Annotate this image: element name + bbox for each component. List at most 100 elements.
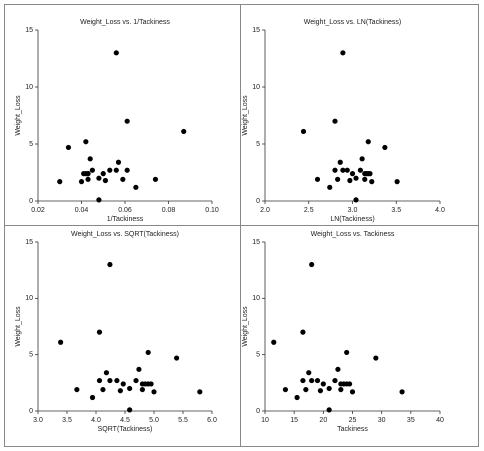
y-tick-label: 15 — [252, 27, 260, 34]
point — [282, 386, 289, 393]
point — [96, 329, 103, 335]
chart-title: Weight_Loss vs. Tackiness — [311, 231, 395, 238]
point — [89, 167, 95, 173]
point — [127, 385, 133, 392]
x-tick-label: 2.0 — [260, 207, 270, 214]
x-tick-label: 0.08 — [162, 207, 176, 214]
point — [139, 386, 145, 393]
point — [300, 377, 306, 384]
point — [74, 386, 80, 393]
point — [136, 366, 142, 372]
y-tick-label: 0 — [29, 408, 33, 415]
x-axis-label: LN(Tackiness) — [330, 216, 374, 223]
point — [294, 394, 300, 401]
y-tick-label: 5 — [256, 352, 260, 359]
point — [340, 50, 346, 56]
point — [394, 179, 400, 185]
point — [332, 118, 338, 124]
point — [78, 179, 85, 185]
point — [115, 159, 122, 165]
point — [271, 339, 277, 345]
point — [133, 377, 139, 384]
point — [120, 176, 126, 182]
point — [314, 176, 321, 182]
x-tick-label: 3.5 — [62, 417, 72, 424]
point — [102, 177, 109, 184]
point — [174, 355, 180, 361]
x-tick-label: 20 — [319, 417, 327, 424]
point — [57, 179, 63, 185]
point — [58, 339, 64, 345]
point — [83, 139, 89, 145]
point — [85, 176, 91, 182]
x-tick-label: 0.06 — [118, 207, 132, 214]
point — [113, 50, 119, 56]
point — [306, 370, 312, 376]
point — [365, 139, 371, 145]
x-tick-label: 0.02 — [31, 207, 45, 214]
point — [181, 128, 187, 135]
y-tick-label: 10 — [25, 295, 33, 302]
point — [399, 389, 405, 395]
x-tick-label: 3.0 — [348, 207, 358, 214]
y-tick-label: 0 — [29, 198, 33, 205]
x-axis-label: 1/Tackiness — [107, 216, 144, 223]
point — [96, 377, 103, 384]
point — [107, 261, 113, 268]
point — [353, 175, 359, 181]
x-tick-label: 4.5 — [120, 417, 130, 424]
point — [327, 184, 333, 190]
x-tick-label: 6.0 — [207, 417, 217, 424]
point — [113, 167, 119, 173]
point — [133, 184, 139, 190]
y-tick-label: 5 — [29, 352, 33, 359]
point — [65, 144, 72, 151]
point — [303, 386, 309, 393]
x-tick-label: 2.5 — [304, 207, 314, 214]
point — [127, 407, 133, 413]
point — [353, 197, 359, 203]
y-tick-label: 10 — [252, 295, 260, 302]
x-tick-label: 3.5 — [391, 207, 401, 214]
point — [344, 349, 350, 356]
x-tick-label: 40 — [436, 417, 444, 424]
x-axis-label: SQRT(Tackiness) — [98, 426, 153, 433]
y-tick-label: 10 — [25, 84, 33, 91]
point — [89, 394, 96, 401]
x-tick-label: 35 — [407, 417, 415, 424]
y-tick-label: 15 — [25, 239, 33, 246]
point — [114, 377, 120, 384]
point — [373, 355, 379, 361]
x-tick-label: 25 — [349, 417, 357, 424]
point — [362, 176, 368, 182]
point — [317, 388, 324, 394]
x-tick-label: 4.0 — [91, 417, 101, 424]
point — [340, 167, 346, 173]
point — [357, 167, 363, 173]
y-tick-label: 0 — [256, 198, 260, 205]
point — [335, 176, 341, 182]
point — [326, 407, 332, 413]
y-tick-label: 15 — [252, 239, 260, 246]
point — [347, 177, 353, 184]
point — [344, 167, 350, 173]
point — [309, 377, 315, 384]
point — [120, 381, 126, 387]
x-tick-label: 3.0 — [33, 417, 43, 424]
point — [300, 128, 307, 135]
point — [337, 159, 343, 165]
point — [320, 381, 326, 387]
point — [332, 167, 338, 173]
x-axis-label: Tackiness — [337, 426, 368, 433]
point — [359, 156, 365, 162]
point — [124, 118, 130, 124]
point — [349, 171, 356, 177]
point — [382, 144, 388, 151]
x-tick-label: 4.0 — [435, 207, 445, 214]
point — [346, 381, 353, 387]
chart-title: Weight_Loss vs. LN(Tackiness) — [304, 19, 402, 26]
point — [152, 176, 159, 182]
x-tick-label: 15 — [290, 417, 298, 424]
chart-title: Weight_Loss vs. 1/Tackiness — [80, 19, 170, 26]
